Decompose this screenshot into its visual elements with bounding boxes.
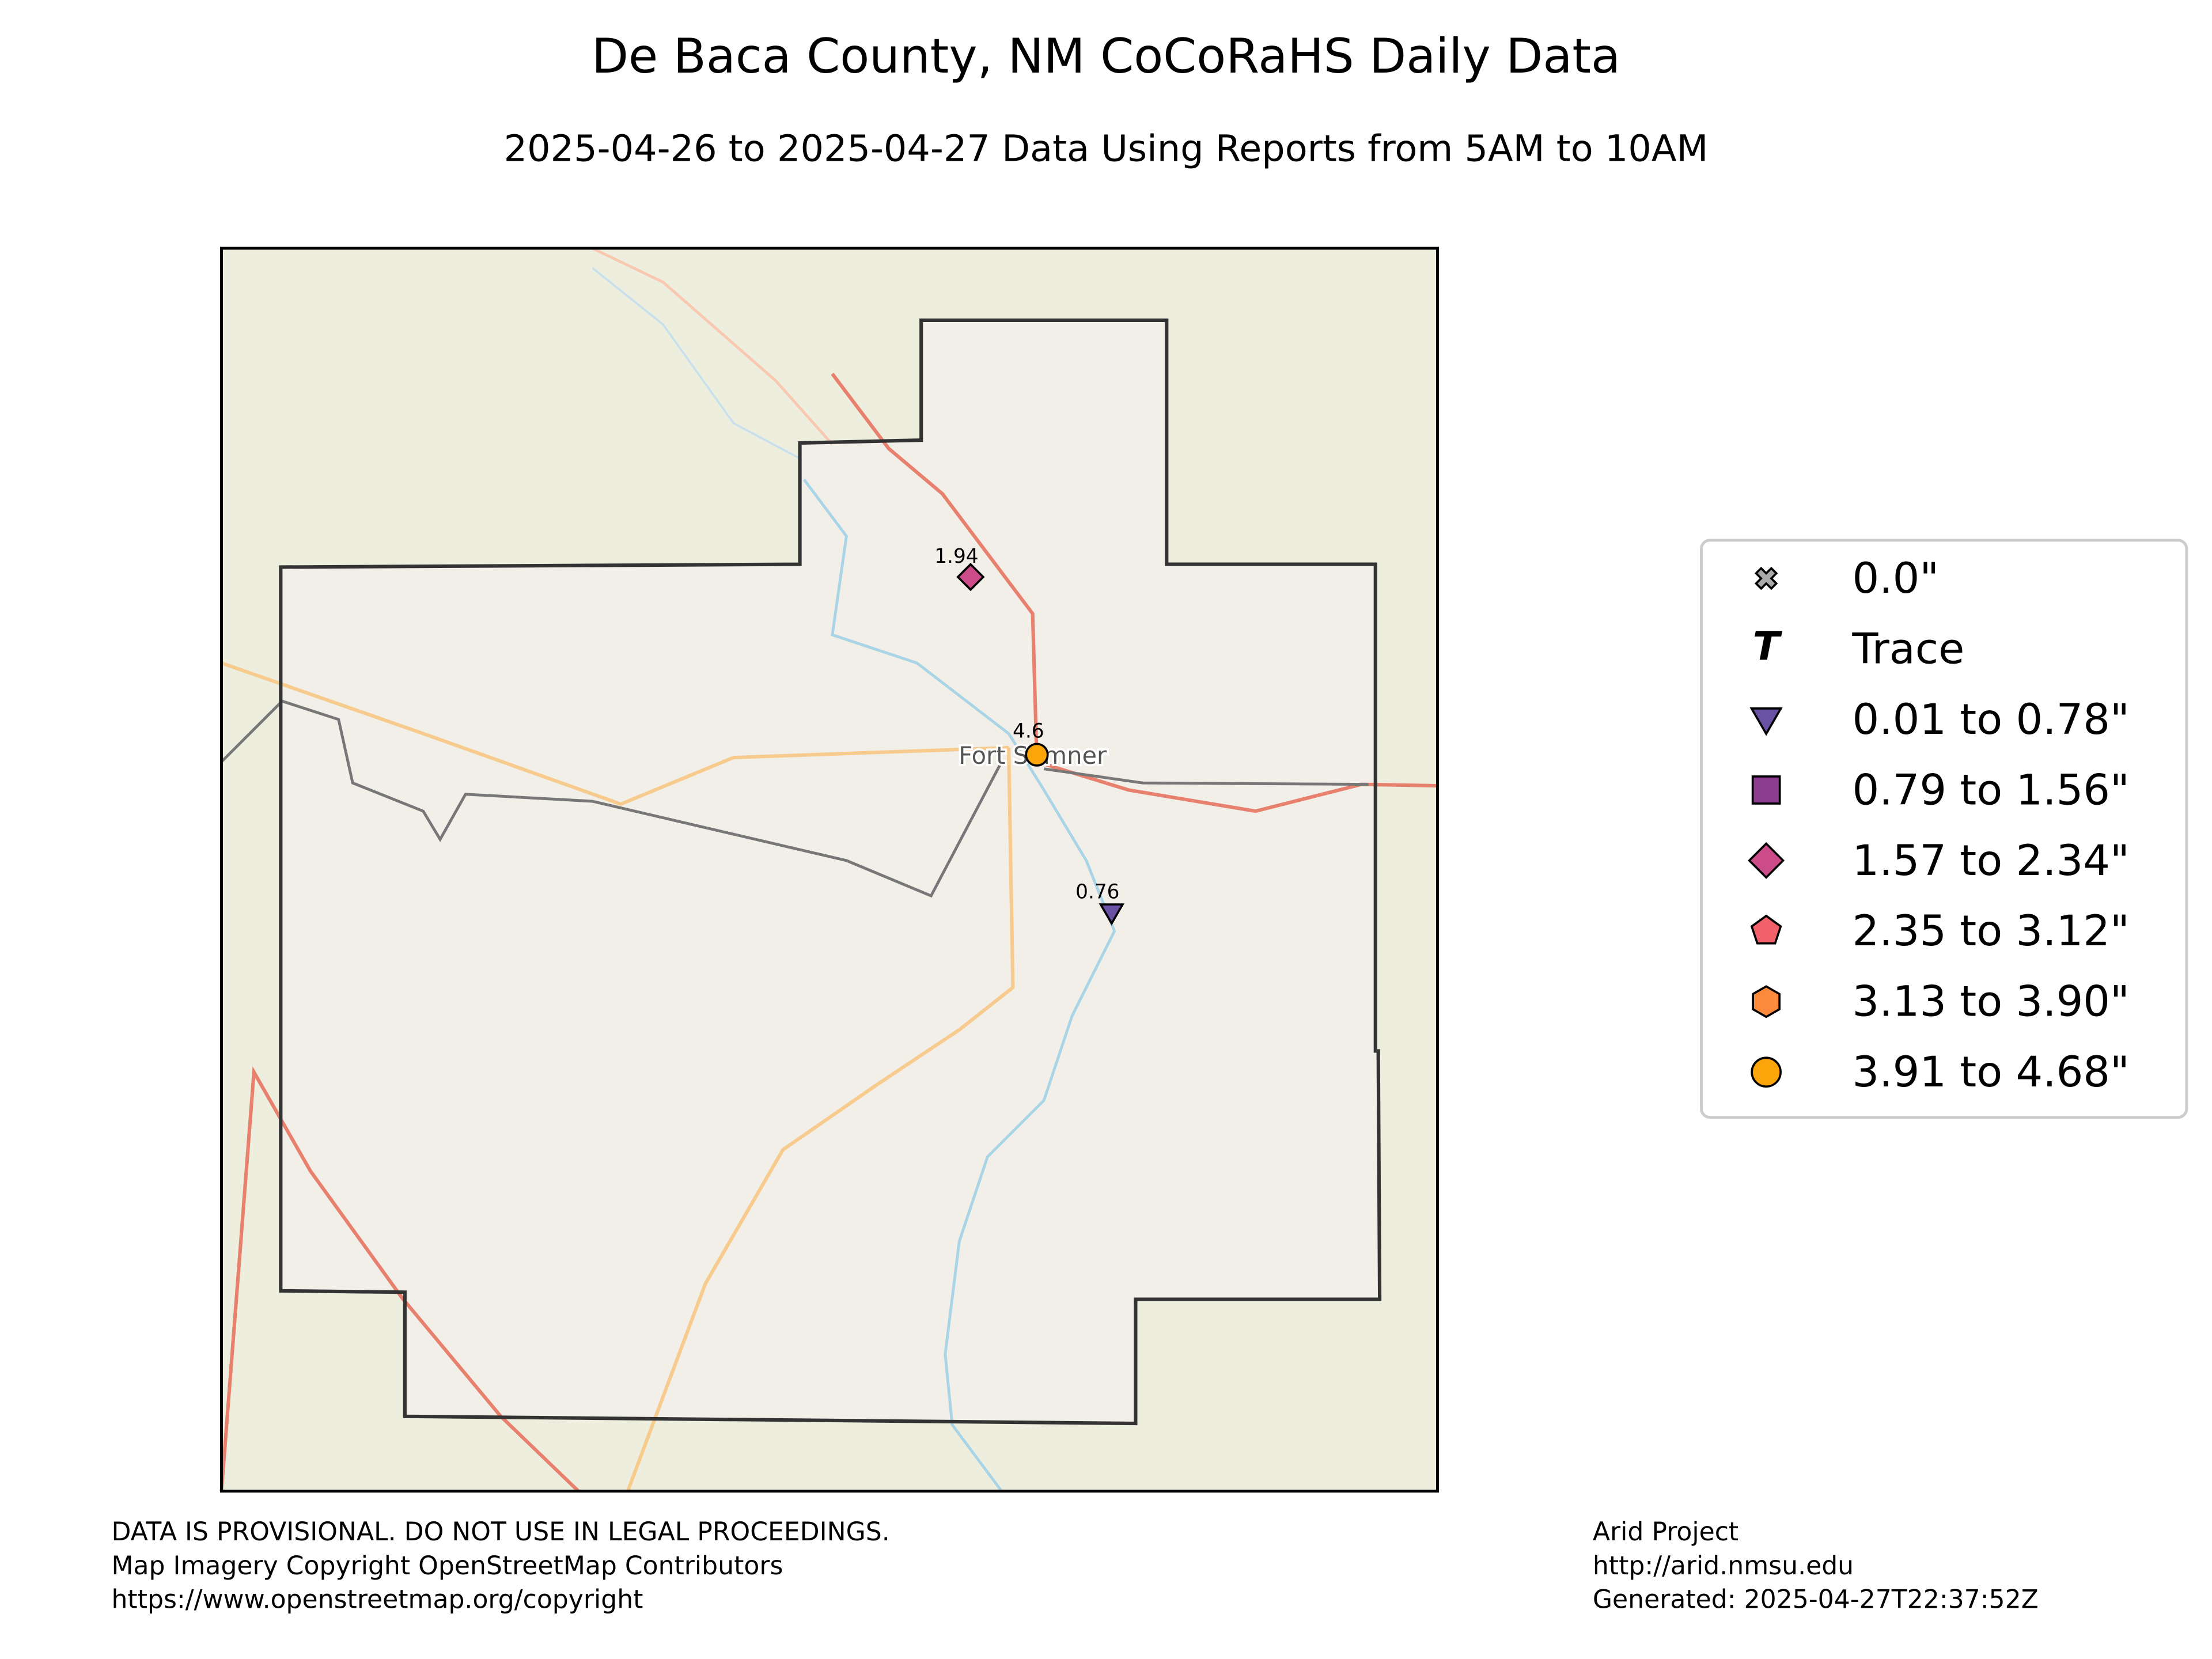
station-marker bbox=[1025, 743, 1049, 767]
footer-left-line: Map Imagery Copyright OpenStreetMap Cont… bbox=[111, 1551, 783, 1581]
legend-marker bbox=[1751, 1056, 1782, 1088]
station-value: 0.76 bbox=[1075, 881, 1119, 904]
station-marker bbox=[1099, 903, 1125, 926]
legend-box bbox=[1700, 539, 2188, 1119]
footer-right-line: Arid Project bbox=[1593, 1517, 1738, 1547]
legend-label: 2.35 to 3.12" bbox=[1853, 907, 2130, 956]
station-value: 1.94 bbox=[934, 545, 978, 568]
map-frame bbox=[220, 247, 1439, 1493]
river bbox=[802, 479, 1116, 1493]
legend-label: 1.57 to 2.34" bbox=[1853, 836, 2130, 885]
legend-label: 0.01 to 0.78" bbox=[1853, 695, 2130, 744]
footer-left-line: https://www.openstreetmap.org/copyright bbox=[111, 1585, 643, 1615]
title: De Baca County, NM CoCoRaHS Daily Data bbox=[592, 28, 1620, 84]
station-value: 4.6 bbox=[1013, 720, 1044, 743]
stations: 1.94 4.6 0.76 bbox=[934, 545, 1125, 926]
map: Fort Sumner bbox=[219, 247, 1439, 1493]
station-marker bbox=[956, 562, 985, 592]
county-fill bbox=[281, 320, 1380, 1424]
legend: 0.0" T Trace 0.01 to 0.78" 0.79 to 1.56" 1.57… bbox=[1748, 554, 2130, 1097]
footer-left-line: DATA IS PROVISIONAL. DO NOT USE IN LEGAL… bbox=[111, 1517, 889, 1547]
legend-marker bbox=[1751, 775, 1781, 805]
legend-symbol: T bbox=[1753, 624, 1783, 670]
legend-marker bbox=[1749, 707, 1783, 736]
roads bbox=[219, 247, 1438, 1493]
county-border bbox=[279, 318, 1382, 1426]
river bbox=[592, 267, 801, 460]
legend-label: 3.13 to 3.90" bbox=[1853, 978, 2130, 1027]
legend-label: 0.0" bbox=[1853, 554, 1940, 603]
subtitle: 2025-04-26 to 2025-04-27 Data Using Repo… bbox=[504, 128, 1709, 171]
legend-label: Trace bbox=[1852, 624, 1965, 673]
footer: DATA IS PROVISIONAL. DO NOT USE IN LEGAL… bbox=[111, 1517, 2038, 1615]
footer-right-line: Generated: 2025-04-27T22:37:52Z bbox=[1593, 1585, 2039, 1615]
legend-marker bbox=[1750, 914, 1782, 945]
legend-label: 3.91 to 4.68" bbox=[1853, 1048, 2130, 1097]
legend-marker bbox=[1754, 566, 1778, 590]
legend-label: 0.79 to 1.56" bbox=[1853, 766, 2130, 815]
legend-marker bbox=[1748, 842, 1785, 879]
footer-right-line: http://arid.nmsu.edu bbox=[1593, 1551, 1854, 1581]
legend-marker bbox=[1752, 985, 1781, 1018]
